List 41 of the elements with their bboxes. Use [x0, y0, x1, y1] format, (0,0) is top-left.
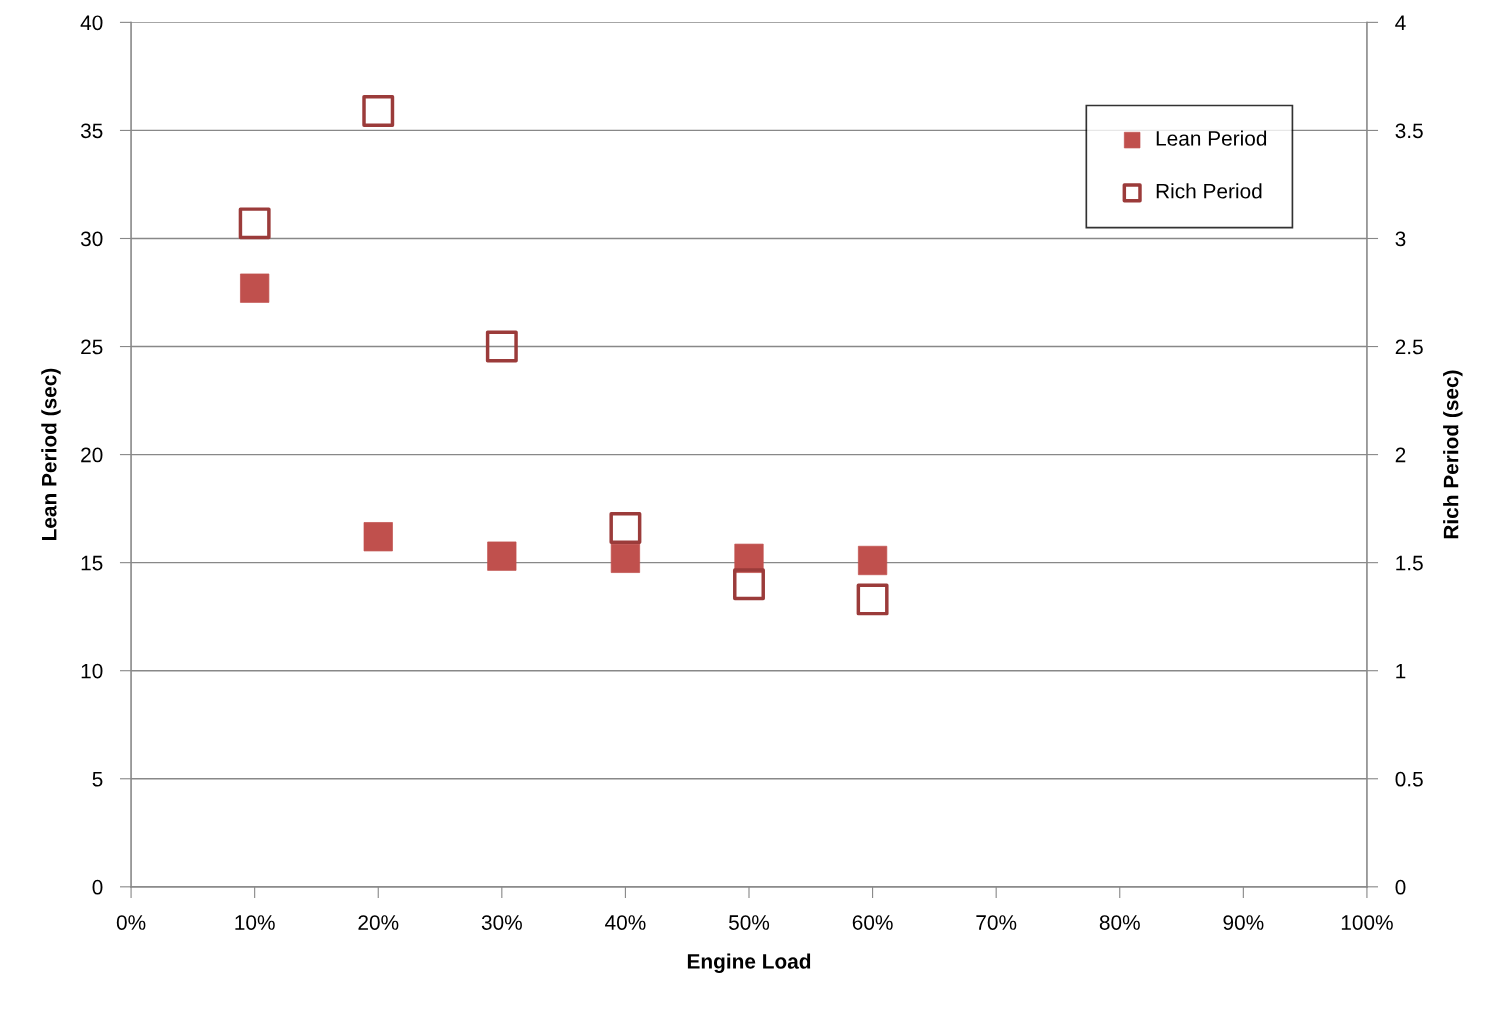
y2-tick-label: 3 [1395, 231, 1406, 247]
x-tick-label: 0% [116, 915, 146, 930]
y2-axis-title: Rich Period (sec) [1443, 370, 1463, 539]
point [362, 95, 395, 127]
x-tick-label: 30% [481, 915, 522, 930]
point [733, 568, 765, 601]
x-tick-label: 40% [605, 915, 646, 930]
y-tick-label: 35 [80, 123, 103, 139]
x-tick-label: 60% [852, 915, 893, 930]
point [856, 583, 889, 616]
point [609, 512, 642, 545]
point [485, 330, 518, 363]
x-axis-title: Engine Load [687, 953, 811, 973]
y-axis-title: Lean Period (sec) [41, 368, 61, 541]
y-tick-label: 10 [81, 663, 103, 679]
y2-tick-label: 2 [1395, 447, 1406, 463]
x-tick-label: 70% [976, 915, 1017, 930]
point [238, 207, 271, 240]
y-tick-label: 25 [81, 339, 103, 355]
point [858, 545, 888, 576]
y2-tick-label: 1 [1396, 663, 1406, 679]
y-tick-label: 15 [81, 555, 103, 571]
y2-tick-label: 3.5 [1395, 123, 1423, 139]
x-tick-label: 20% [358, 915, 399, 930]
y-tick-label: 20 [81, 447, 103, 463]
y-tick-label: 0 [92, 879, 103, 895]
x-tick-label: 100% [1341, 915, 1393, 930]
legend-label: Lean Period [1156, 130, 1267, 146]
y2-tick-label: 2.5 [1395, 339, 1423, 355]
y-tick-label: 5 [92, 771, 103, 787]
x-tick-label: 10% [235, 915, 275, 930]
y2-tick-label: 4 [1395, 15, 1406, 30]
y2-tick-label: 0.5 [1395, 771, 1423, 787]
y2-tick-label: 1.5 [1396, 555, 1423, 571]
x-tick-label: 50% [728, 915, 770, 930]
x-tick-label: 80% [1099, 915, 1140, 930]
legend-label: Rich Period [1156, 183, 1262, 199]
x-tick-label: 90% [1223, 915, 1264, 930]
y-tick-label: 30 [80, 231, 103, 247]
y-tick-label: 40 [80, 15, 103, 31]
y2-tick-label: 0 [1395, 879, 1406, 895]
